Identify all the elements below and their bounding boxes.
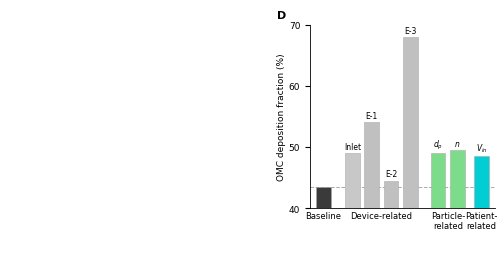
Text: $d_p$: $d_p$ [433,138,443,151]
Bar [450,150,465,208]
Text: E-3: E-3 [404,26,416,36]
Bar [364,123,379,208]
Bar [474,156,489,208]
Bar [384,181,398,208]
Text: E-1: E-1 [366,112,378,121]
Bar [316,187,330,208]
Text: $V_{in}$: $V_{in}$ [476,142,488,154]
Text: D: D [276,11,286,21]
Bar [403,38,417,208]
Bar [345,153,360,208]
Text: $n$: $n$ [454,139,460,148]
Text: E-2: E-2 [385,170,397,179]
Y-axis label: OMC deposition fraction (%): OMC deposition fraction (%) [277,53,286,180]
Bar [431,153,446,208]
Text: Inlet: Inlet [344,142,361,151]
